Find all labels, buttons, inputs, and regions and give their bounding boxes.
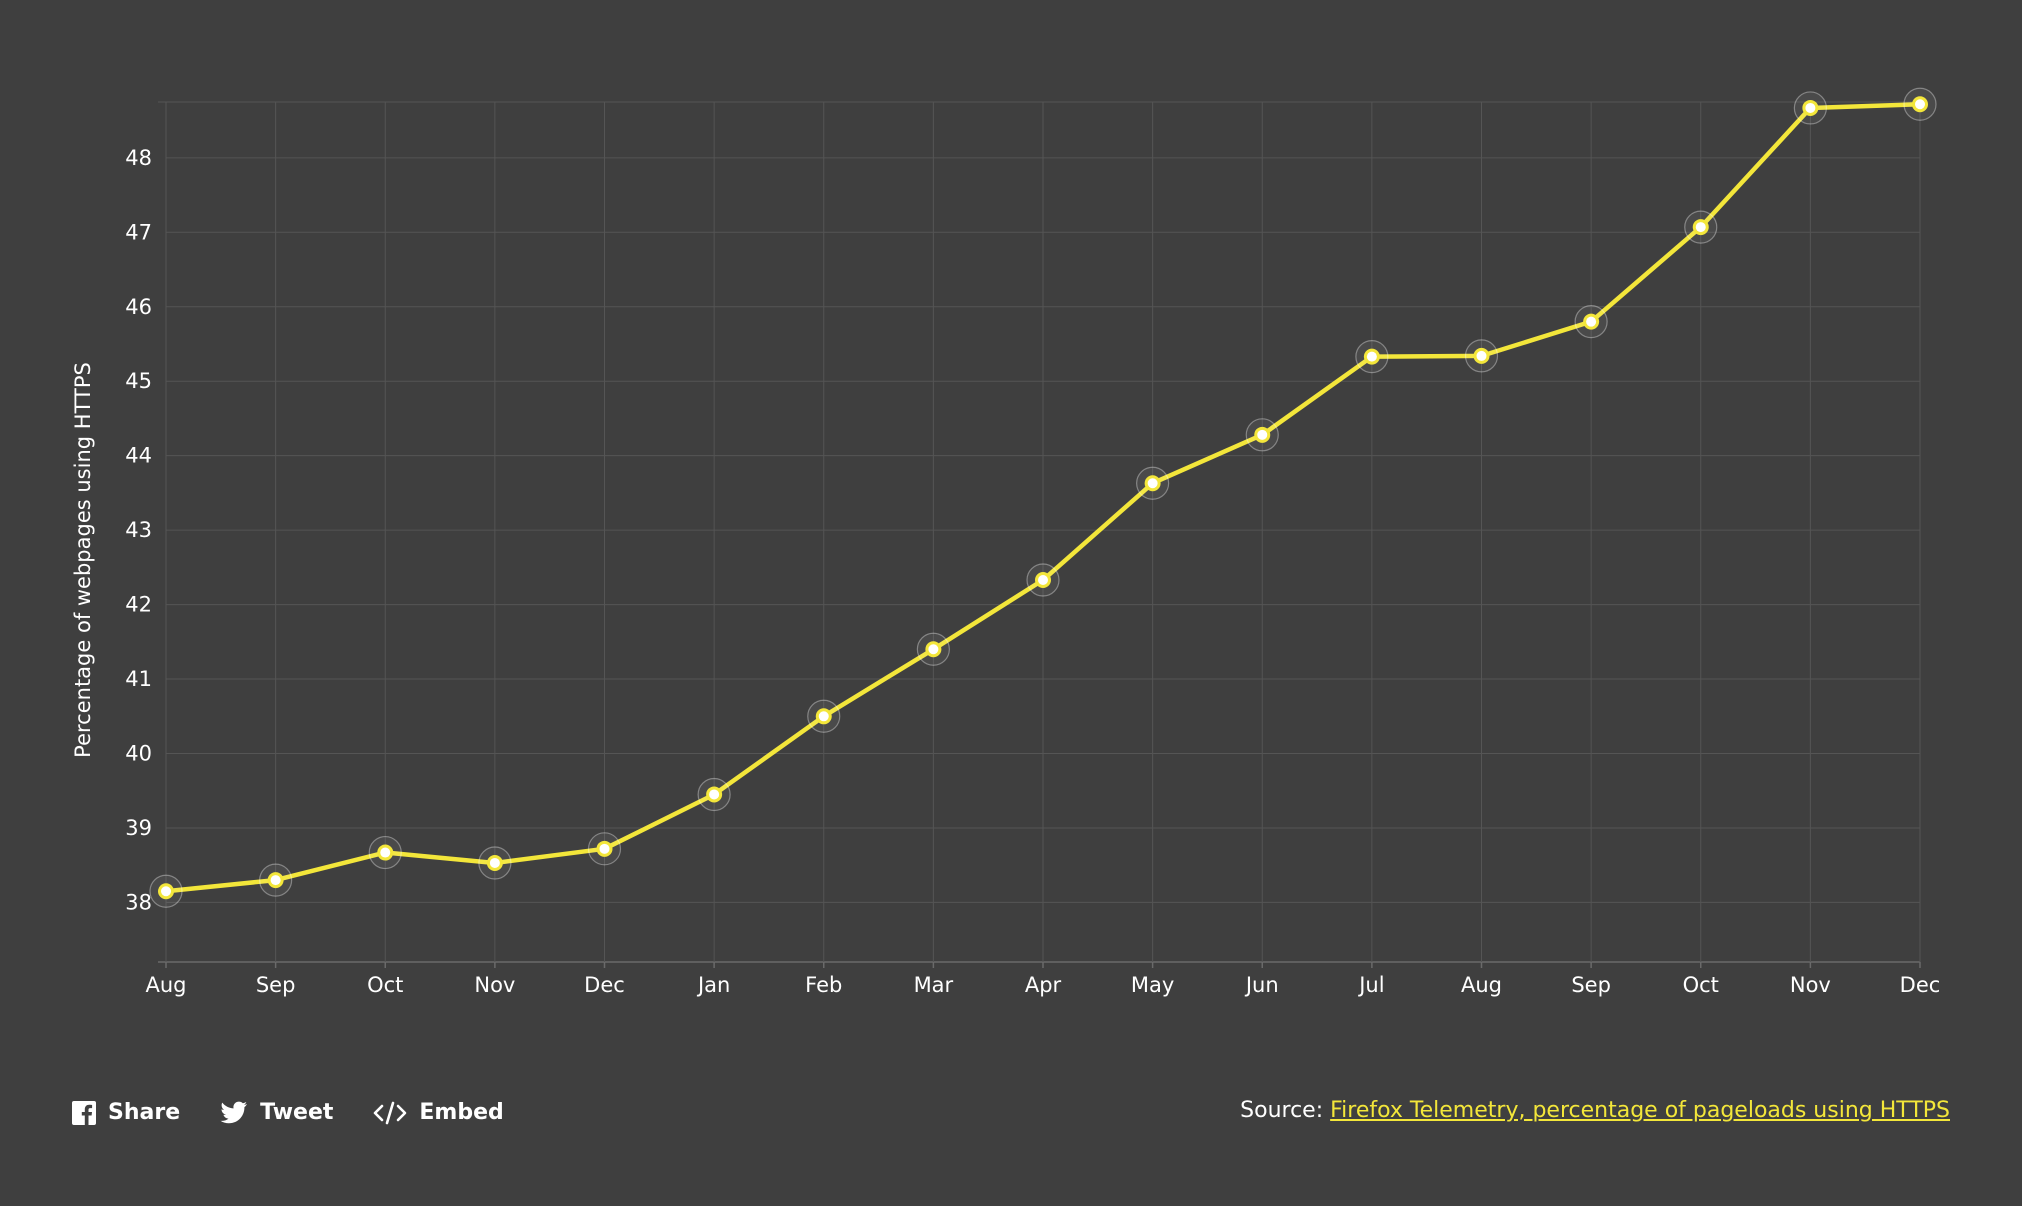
data-point-center: [1915, 99, 1925, 110]
facebook-icon: [72, 1100, 96, 1125]
tweet-button[interactable]: Tweet: [220, 1100, 333, 1125]
data-point[interactable]: [697, 777, 731, 812]
y-tick-label: 41: [125, 667, 152, 691]
data-point[interactable]: [1903, 87, 1937, 121]
source-link[interactable]: Firefox Telemetry, percentage of pageloa…: [1330, 1098, 1950, 1123]
data-point-center: [1257, 429, 1268, 440]
y-tick-label: 44: [125, 444, 152, 468]
https-line-chart: 38 39 40 41 42 43 44 45 46 47 48 Aug Sep Oct Nov Dec Jan…: [71, 87, 1940, 997]
y-tick-label: 42: [125, 593, 152, 617]
y-tick-label: 48: [125, 146, 152, 170]
data-point-center: [928, 644, 939, 655]
data-point-center: [1695, 222, 1706, 233]
data-point-center: [380, 847, 391, 858]
data-point[interactable]: [1355, 340, 1389, 374]
data-point[interactable]: [1026, 563, 1060, 597]
data-point[interactable]: [1464, 339, 1499, 373]
x-tick-label: Oct: [1683, 973, 1719, 997]
data-point-center: [1805, 102, 1816, 113]
grid-layer: [158, 101, 1921, 968]
source-prefix: Source:: [1240, 1098, 1324, 1123]
x-tick-label: Aug: [1461, 973, 1502, 997]
x-tick-label: Feb: [805, 973, 842, 997]
data-point[interactable]: [807, 699, 841, 733]
data-point-center: [1147, 478, 1158, 489]
source-attribution: Source: Firefox Telemetry, percentage of…: [1240, 1098, 1950, 1123]
x-tick-label: Jun: [1244, 973, 1279, 997]
data-point-center: [489, 857, 500, 868]
data-point-center: [709, 789, 720, 800]
y-tick-label: 47: [125, 220, 152, 244]
x-tick-label: Nov: [474, 973, 515, 997]
data-point-center: [1586, 316, 1597, 327]
x-tick-label: Jan: [696, 973, 730, 997]
x-tick-label: Dec: [584, 973, 625, 997]
x-tick-label: Aug: [145, 973, 186, 997]
chart-area: 38 39 40 41 42 43 44 45 46 47 48 Aug Sep Oct Nov Dec Jan…: [71, 87, 1940, 997]
embed-button[interactable]: Embed: [373, 1100, 504, 1125]
data-point-center: [1476, 350, 1487, 361]
data-point[interactable]: [916, 632, 950, 666]
data-point[interactable]: [1136, 466, 1170, 500]
marker-layer: [149, 87, 1937, 908]
data-point[interactable]: [1684, 210, 1718, 244]
x-tick-label: May: [1131, 973, 1174, 997]
share-button[interactable]: Share: [72, 1100, 180, 1125]
data-point-center: [1038, 575, 1048, 586]
y-axis-label: Percentage of webpages using HTTPS: [71, 362, 95, 758]
x-tick-label: Nov: [1790, 973, 1831, 997]
y-tick-label: 43: [125, 518, 152, 542]
y-tick-label: 39: [125, 816, 152, 840]
tweet-label: Tweet: [260, 1100, 334, 1125]
data-point[interactable]: [149, 874, 183, 908]
y-tick-label: 38: [125, 890, 152, 914]
y-tick-label: 46: [125, 295, 152, 319]
x-tick-label: Jul: [1357, 973, 1384, 997]
data-point[interactable]: [368, 835, 402, 870]
x-tick-label: Apr: [1025, 973, 1062, 997]
data-point[interactable]: [587, 832, 622, 866]
axis-layer: 38 39 40 41 42 43 44 45 46 47 48 Aug Sep Oct Nov Dec Jan…: [125, 146, 1940, 997]
x-tick-label: Mar: [914, 973, 954, 997]
data-point-center: [818, 711, 829, 722]
y-tick-label: 40: [125, 742, 152, 766]
share-label: Share: [108, 1100, 181, 1125]
data-point-center: [270, 875, 281, 886]
data-point[interactable]: [1245, 418, 1279, 452]
y-tick-label: 45: [125, 369, 152, 393]
x-tick-label: Sep: [256, 973, 296, 997]
share-toolbar: Share Tweet Embed: [72, 1100, 504, 1125]
data-point[interactable]: [478, 846, 512, 880]
data-point[interactable]: [259, 863, 293, 897]
data-point-center: [1366, 351, 1377, 362]
chart-footer: Share Tweet Embed Source: Firefox Teleme: [0, 1080, 2022, 1150]
embed-label: Embed: [419, 1100, 504, 1125]
data-point[interactable]: [1793, 91, 1827, 125]
data-point-center: [599, 843, 610, 854]
x-tick-label: Sep: [1571, 973, 1611, 997]
twitter-icon: [220, 1101, 248, 1125]
x-tick-label: Dec: [1900, 973, 1941, 997]
data-point-center: [161, 886, 171, 897]
code-icon: [373, 1101, 407, 1125]
x-tick-label: Oct: [367, 973, 403, 997]
data-point[interactable]: [1574, 305, 1608, 339]
